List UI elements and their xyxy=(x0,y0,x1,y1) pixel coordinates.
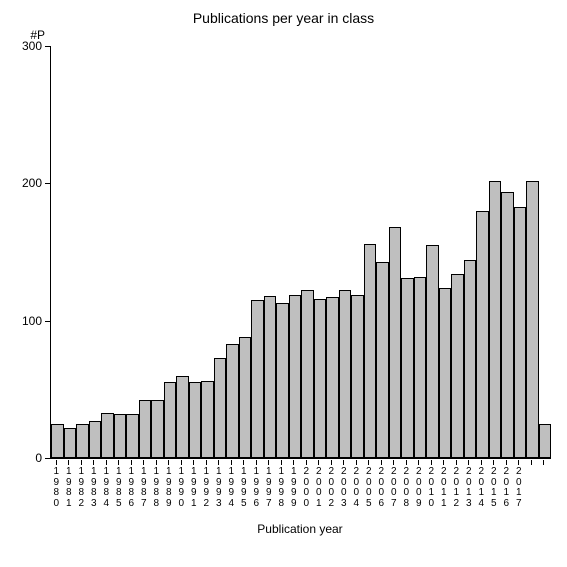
x-tick-label: 1985 xyxy=(113,460,126,509)
bar xyxy=(139,400,152,458)
x-tick-label: 1995 xyxy=(238,460,251,509)
bar xyxy=(226,344,239,458)
bar xyxy=(314,299,327,458)
bar xyxy=(501,192,514,458)
bar xyxy=(164,382,177,458)
bar xyxy=(301,290,314,458)
bar xyxy=(389,227,402,458)
x-tick-label: 1984 xyxy=(100,460,113,509)
chart-container: Publications per year in class #P 198019… xyxy=(0,0,567,567)
bar xyxy=(189,382,202,458)
chart-title: Publications per year in class xyxy=(0,10,567,26)
x-axis-label: Publication year xyxy=(50,522,550,536)
x-tick-label: 1989 xyxy=(163,460,176,509)
bar xyxy=(326,297,339,458)
x-ticks: 1980198119821983198419851986198719881989… xyxy=(50,460,550,509)
bar xyxy=(439,288,452,458)
bar xyxy=(401,278,414,458)
x-tick-label: 2015 xyxy=(488,460,501,509)
bar xyxy=(176,376,189,458)
x-tick-label: 1987 xyxy=(138,460,151,509)
bar xyxy=(364,244,377,458)
x-tick-label: 1990 xyxy=(175,460,188,509)
x-tick-label: 1980 xyxy=(50,460,63,509)
x-tick-label: 2006 xyxy=(375,460,388,509)
bar xyxy=(64,428,77,458)
x-tick-label: 1983 xyxy=(88,460,101,509)
bar xyxy=(151,400,164,458)
x-tick-label: 2005 xyxy=(363,460,376,509)
bar xyxy=(101,413,114,458)
x-tick-label: 1997 xyxy=(263,460,276,509)
x-tick-label: 1998 xyxy=(275,460,288,509)
bar xyxy=(539,424,552,458)
y-tick xyxy=(45,183,51,184)
x-tick-label: 2003 xyxy=(338,460,351,509)
x-tick-label: 2017 xyxy=(513,460,526,509)
bar xyxy=(489,181,502,458)
bar xyxy=(451,274,464,458)
x-tick-label: 1992 xyxy=(200,460,213,509)
bar xyxy=(289,295,302,458)
x-tick-label: 2011 xyxy=(438,460,451,509)
x-tick-label: 1993 xyxy=(213,460,226,509)
x-tick-label: 1994 xyxy=(225,460,238,509)
bar xyxy=(514,207,527,458)
bar xyxy=(89,421,102,458)
bar xyxy=(251,300,264,458)
x-tick-label: 1982 xyxy=(75,460,88,509)
x-tick-label: 2016 xyxy=(500,460,513,509)
x-tick-label: 1991 xyxy=(188,460,201,509)
x-tick-label: 1996 xyxy=(250,460,263,509)
x-tick-label: 2007 xyxy=(388,460,401,509)
bars-group xyxy=(51,46,551,458)
y-tick xyxy=(45,458,51,459)
x-tick-label: 2000 xyxy=(300,460,313,509)
y-tick xyxy=(45,46,51,47)
x-tick-label: 2009 xyxy=(413,460,426,509)
x-tick-label xyxy=(525,460,538,509)
bar xyxy=(264,296,277,458)
bar xyxy=(426,245,439,458)
x-tick-label: 1999 xyxy=(288,460,301,509)
x-tick-label: 1986 xyxy=(125,460,138,509)
x-tick-label xyxy=(538,460,551,509)
x-tick-label: 2001 xyxy=(313,460,326,509)
bar xyxy=(276,303,289,458)
bar xyxy=(201,381,214,458)
bar xyxy=(339,290,352,458)
bar xyxy=(114,414,127,458)
bar xyxy=(476,211,489,458)
y-tick-label: 200 xyxy=(22,176,42,190)
x-tick-label: 2014 xyxy=(475,460,488,509)
bar xyxy=(126,414,139,458)
bar xyxy=(351,295,364,458)
bar xyxy=(526,181,539,458)
bar xyxy=(414,277,427,458)
y-tick-label: 0 xyxy=(35,451,42,465)
bar xyxy=(76,424,89,458)
y-tick-label: 100 xyxy=(22,314,42,328)
x-tick-label: 2012 xyxy=(450,460,463,509)
bar xyxy=(214,358,227,458)
y-tick-label: 300 xyxy=(22,39,42,53)
x-tick-label: 1981 xyxy=(63,460,76,509)
bar xyxy=(51,424,64,458)
x-tick-label: 2010 xyxy=(425,460,438,509)
bar xyxy=(464,260,477,458)
x-tick-label: 2004 xyxy=(350,460,363,509)
x-tick-label: 2002 xyxy=(325,460,338,509)
bar xyxy=(239,337,252,458)
plot-area xyxy=(50,46,551,459)
x-tick-label: 1988 xyxy=(150,460,163,509)
x-tick-label: 2013 xyxy=(463,460,476,509)
bar xyxy=(376,262,389,458)
y-tick xyxy=(45,321,51,322)
x-tick-label: 2008 xyxy=(400,460,413,509)
